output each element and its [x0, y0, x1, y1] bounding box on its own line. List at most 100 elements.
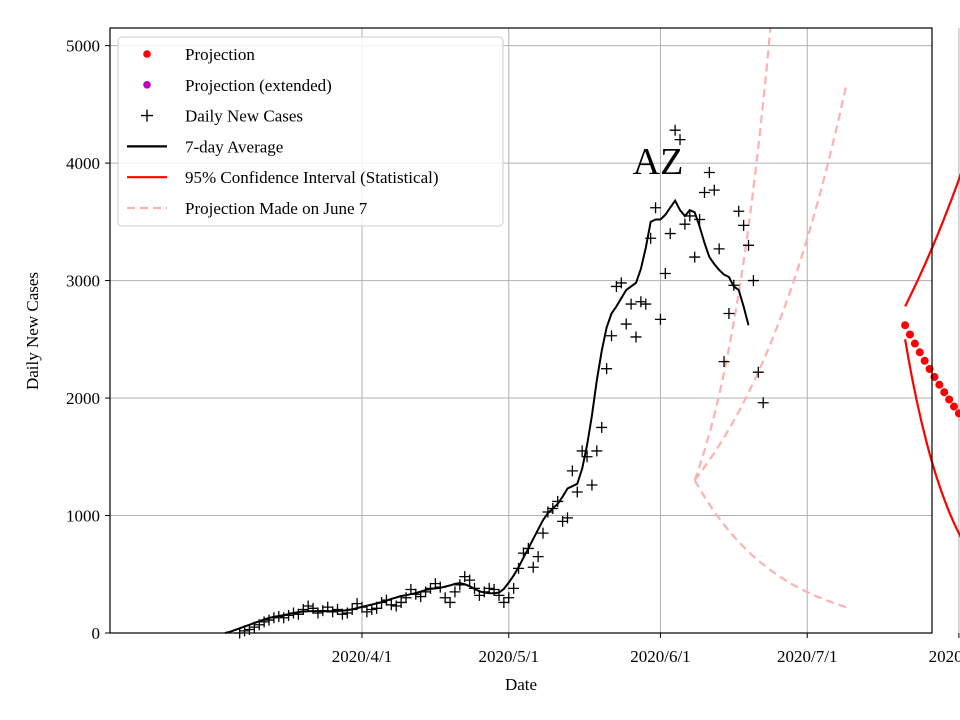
- daily-case-point: [268, 612, 280, 624]
- legend-label-ci: 95% Confidence Interval (Statistical): [185, 168, 439, 187]
- june7-projection-lines: [693, 27, 848, 609]
- daily-case-point: [327, 606, 339, 618]
- daily-case-point: [488, 584, 500, 596]
- daily-case-point: [625, 298, 637, 310]
- daily-case-point: [493, 589, 505, 601]
- axis-ticks: 2020/4/1 2020/5/1 2020/6/1 2020/7/1 2020/8/1…: [66, 37, 960, 666]
- daily-case-point: [356, 601, 368, 613]
- daily-case-point: [703, 166, 715, 178]
- projection-point: [940, 388, 949, 397]
- daily-case-point: [733, 205, 745, 217]
- daily-case-point: [669, 124, 681, 136]
- daily-case-point: [743, 239, 755, 251]
- daily-case-point: [258, 616, 270, 628]
- june7-lower-curve: [693, 479, 847, 609]
- y-tick-label-4: 4000: [66, 154, 100, 173]
- legend: Projection Projection (extended) Daily New…: [117, 36, 504, 227]
- y-tick-label-5: 5000: [66, 37, 100, 56]
- projection-point: [950, 402, 959, 411]
- legend-marker-daily: [141, 109, 153, 122]
- daily-case-point: [503, 592, 515, 604]
- daily-case-point: [630, 331, 642, 343]
- projection-point: [915, 348, 924, 357]
- daily-case-point: [410, 588, 422, 600]
- daily-case-point: [517, 547, 529, 559]
- daily-case-point: [464, 574, 476, 586]
- daily-case-point: [302, 600, 314, 612]
- daily-case-point: [424, 582, 436, 594]
- daily-case-point: [723, 307, 735, 319]
- daily-case-point: [747, 275, 759, 287]
- projection-point: [935, 380, 944, 389]
- daily-case-point: [278, 612, 290, 624]
- daily-case-point: [698, 186, 710, 198]
- daily-case-point: [757, 397, 769, 409]
- y-axis-label: Daily New Cases: [23, 272, 42, 390]
- daily-case-point: [547, 502, 559, 514]
- seven-day-average-path: [224, 198, 750, 634]
- projection-point: [920, 356, 929, 365]
- daily-case-point: [483, 582, 495, 594]
- daily-case-point: [645, 232, 657, 244]
- legend-label-daily: Daily New Cases: [185, 107, 303, 126]
- daily-new-cases-points: [234, 124, 769, 639]
- daily-case-point: [650, 202, 662, 214]
- confidence-interval-lines: [904, 173, 960, 538]
- grid: [110, 28, 960, 634]
- x-tick-label-4: 2020/8/1: [929, 647, 960, 666]
- legend-box: [117, 36, 504, 227]
- legend-marker-projection_ext: [143, 81, 151, 89]
- legend-label-projection: Projection: [185, 45, 255, 64]
- x-tick-label-1: 2020/5/1: [479, 647, 539, 666]
- daily-case-point: [449, 586, 461, 598]
- daily-case-point: [400, 592, 412, 604]
- daily-case-point: [566, 465, 578, 477]
- daily-case-point: [664, 228, 676, 240]
- daily-case-point: [640, 298, 652, 310]
- daily-case-point: [513, 562, 525, 574]
- daily-case-point: [708, 184, 720, 196]
- daily-case-point: [273, 611, 285, 623]
- daily-case-point: [498, 596, 510, 608]
- daily-case-point: [537, 527, 549, 539]
- daily-case-point: [728, 279, 740, 291]
- x-tick-label-2: 2020/6/1: [630, 647, 690, 666]
- legend-marker-projection: [143, 50, 151, 58]
- daily-case-point: [434, 581, 446, 593]
- daily-case-point: [532, 551, 544, 563]
- daily-case-point: [738, 219, 750, 231]
- ci-upper-curve: [904, 173, 960, 307]
- daily-case-point: [684, 210, 696, 222]
- daily-case-point: [376, 596, 388, 608]
- daily-case-point: [752, 366, 764, 378]
- june7-middle-curve: [693, 84, 848, 481]
- daily-case-point: [586, 479, 598, 491]
- daily-case-point: [469, 582, 481, 594]
- daily-case-point: [522, 542, 534, 554]
- ci-lower-curve: [904, 339, 960, 538]
- daily-case-point: [380, 594, 392, 606]
- june7-upper-curve: [693, 27, 772, 481]
- daily-case-point: [346, 604, 358, 616]
- daily-case-point: [263, 614, 275, 626]
- daily-case-point: [248, 621, 260, 633]
- daily-case-point: [283, 609, 295, 621]
- daily-case-point: [395, 596, 407, 608]
- legend-label-projection_ext: Projection (extended): [185, 76, 332, 95]
- daily-case-point: [713, 243, 725, 255]
- legend-label-avg: 7-day Average: [185, 137, 283, 156]
- daily-case-point: [371, 602, 383, 614]
- daily-case-point: [332, 604, 344, 616]
- y-tick-label-3: 3000: [66, 272, 100, 291]
- daily-case-point: [596, 421, 608, 433]
- seven-day-average-line: [224, 198, 750, 634]
- daily-case-point: [527, 561, 539, 573]
- daily-case-point: [552, 495, 564, 507]
- daily-case-point: [679, 218, 691, 230]
- daily-case-point: [405, 584, 417, 596]
- projection-points: [901, 321, 960, 422]
- daily-case-point: [576, 445, 588, 457]
- projection-point: [945, 395, 954, 404]
- daily-case-point: [415, 591, 427, 603]
